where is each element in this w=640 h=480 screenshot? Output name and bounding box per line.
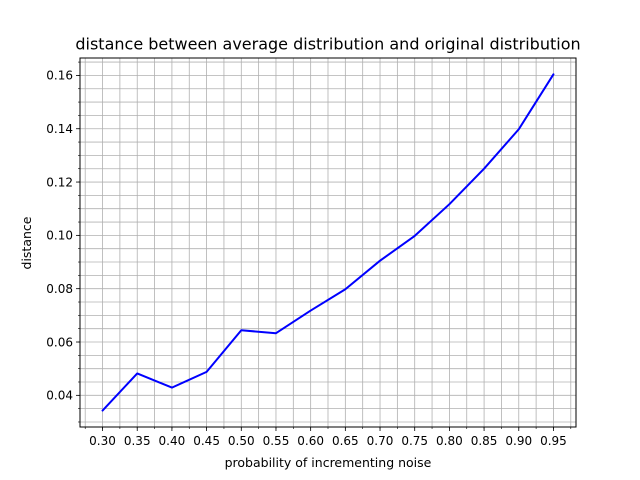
- x-tick-label: 0.95: [540, 434, 567, 448]
- x-tick-label: 0.55: [263, 434, 290, 448]
- y-tick-label: 0.12: [46, 175, 73, 189]
- x-tick-label: 0.40: [159, 434, 186, 448]
- x-tick-label: 0.85: [471, 434, 498, 448]
- x-tick-label: 0.75: [401, 434, 428, 448]
- grid: [80, 58, 576, 427]
- x-tick-label: 0.45: [193, 434, 220, 448]
- series-line: [101, 73, 555, 412]
- y-tick-label: 0.16: [46, 69, 73, 83]
- y-axis: 0.04 0.06 0.08 0.10 0.12 0.14 0.16: [46, 61, 80, 423]
- y-tick-label: 0.06: [46, 335, 73, 349]
- chart-title: distance between average distribution an…: [75, 35, 580, 54]
- x-tick-label: 0.90: [505, 434, 532, 448]
- x-tick-label: 0.80: [436, 434, 463, 448]
- x-axis-label: probability of incrementing noise: [225, 455, 432, 470]
- y-tick-label: 0.04: [46, 389, 73, 403]
- x-tick-label: 0.60: [297, 434, 324, 448]
- y-tick-label: 0.08: [46, 282, 73, 296]
- x-tick-label: 0.65: [332, 434, 359, 448]
- x-tick-label: 0.50: [228, 434, 255, 448]
- x-tick-label: 0.70: [367, 434, 394, 448]
- y-tick-label: 0.10: [46, 229, 73, 243]
- y-axis-label: distance: [19, 216, 34, 269]
- y-tick-label: 0.14: [46, 122, 73, 136]
- x-tick-label: 0.30: [89, 434, 116, 448]
- x-axis: 0.30 0.35 0.40 0.45 0.50 0.55 0.60 0.65 0.70 0.75…: [84, 427, 572, 448]
- x-tick-label: 0.35: [124, 434, 151, 448]
